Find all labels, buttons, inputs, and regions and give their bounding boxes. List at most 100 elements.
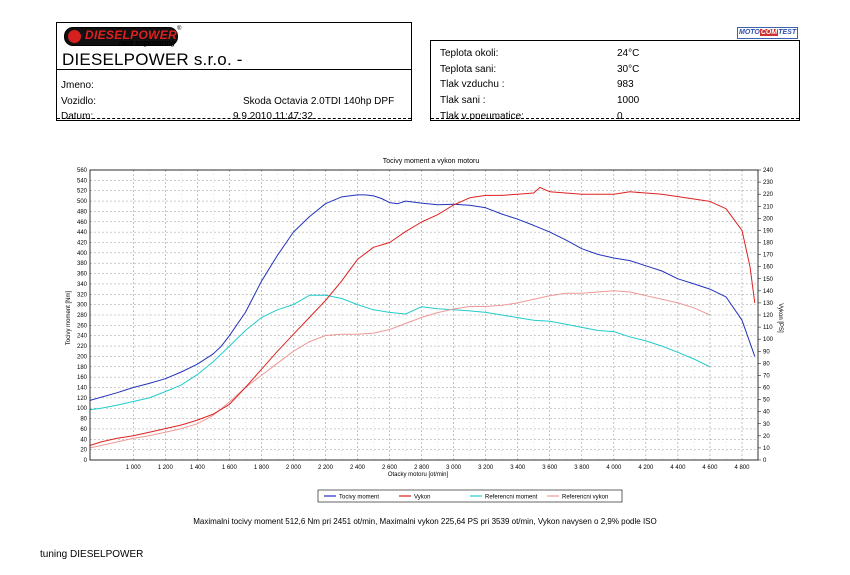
x-tick-label: 1 800 <box>254 465 270 471</box>
plot-frame <box>89 169 759 461</box>
x-tick-label: 4 200 <box>638 465 654 471</box>
left-y-tick-label: 80 <box>80 417 87 423</box>
x-tick-label: 3 000 <box>446 465 462 471</box>
right-y-tick-label: 210 <box>763 204 774 210</box>
chart-legend: Tocivy moment Vykon Referencni moment Refer… <box>317 489 623 503</box>
right-y-tick-label: 30 <box>763 422 770 428</box>
vehicle-value: Skoda Octavia 2.0TDI 140hp DPF <box>243 96 395 107</box>
legend-label: Referencni moment <box>485 495 538 501</box>
max-values-summary: Maximalni tocivy moment 512,6 Nm pri 245… <box>193 517 657 526</box>
left-y-tick-label: 520 <box>77 189 88 195</box>
logo-subtitle: race engineering <box>119 40 176 47</box>
left-y-tick-label: 60 <box>80 427 87 433</box>
right-y-tick-label: 110 <box>763 325 773 331</box>
chart-title: Tocivy moment a vykon motoru <box>383 158 480 165</box>
left-y-tick-label: 480 <box>77 209 88 215</box>
right-y-tick-label: 10 <box>763 446 770 452</box>
left-y-tick-label: 180 <box>77 365 88 371</box>
right-y-tick-label: 20 <box>763 434 770 440</box>
date-label: Datum: <box>61 111 94 122</box>
right-y-tick-label: 90 <box>763 349 770 355</box>
tire-pressure-value: 0 <box>617 111 623 122</box>
intake-pressure-label: Tlak sani : <box>440 95 486 106</box>
series-line-vykon <box>89 186 756 446</box>
right-axis-label: Vykon [PS] <box>777 303 783 333</box>
vehicle-label: Vozidlo: <box>61 96 97 107</box>
x-tick-label: 2 000 <box>286 465 302 471</box>
right-y-tick-label: 240 <box>763 168 774 174</box>
left-y-tick-label: 440 <box>77 230 88 236</box>
right-y-tick-label: 220 <box>763 192 774 198</box>
left-y-tick-label: 540 <box>77 178 88 184</box>
right-y-tick-label: 150 <box>763 277 774 283</box>
registered-mark: ® <box>177 26 182 32</box>
right-y-tick-label: 40 <box>763 410 770 416</box>
dieselpower-logo: DIESELPOWER <box>64 27 178 46</box>
chart-ticks: 1 000 1 200 1 400 1 600 1 800 2 000 2 200 2 400… <box>77 168 774 471</box>
intake-pressure-value: 1000 <box>617 95 640 106</box>
left-y-tick-label: 320 <box>77 292 88 298</box>
right-y-tick-label: 120 <box>763 313 774 319</box>
x-tick-label: 3 800 <box>574 465 590 471</box>
x-tick-label: 3 600 <box>542 465 558 471</box>
ambient-temp-label: Teplota okoli: <box>440 48 499 59</box>
x-tick-label: 1 600 <box>222 465 238 471</box>
chart-series <box>89 186 756 449</box>
legend-label: Vykon <box>414 495 430 501</box>
right-y-tick-label: 0 <box>763 458 767 464</box>
date-underline <box>57 118 411 119</box>
x-tick-label: 4 000 <box>606 465 622 471</box>
right-y-tick-label: 190 <box>763 228 774 234</box>
left-y-tick-label: 360 <box>77 272 88 278</box>
x-axis-label: Otacky motoru [ot/min] <box>388 472 449 478</box>
left-y-tick-label: 240 <box>77 334 88 340</box>
series-line-referencni-moment <box>89 294 711 411</box>
x-tick-label: 1 400 <box>190 465 206 471</box>
right-y-tick-label: 80 <box>763 361 770 367</box>
x-tick-label: 4 400 <box>670 465 686 471</box>
left-y-tick-label: 340 <box>77 282 88 288</box>
vehicle-info-panel: Jmeno: Vozidlo: Skoda Octavia 2.0TDI 140… <box>56 69 412 122</box>
series-line-tocivy-moment <box>89 194 756 401</box>
date-value: 9.9.2010 11:47:32 <box>233 111 313 122</box>
x-tick-label: 4 600 <box>702 465 718 471</box>
right-y-tick-label: 180 <box>763 241 774 247</box>
air-pressure-value: 983 <box>617 79 634 90</box>
chart-grid <box>90 169 758 461</box>
right-y-tick-label: 70 <box>763 373 770 379</box>
x-tick-label: 2 800 <box>414 465 430 471</box>
left-y-tick-label: 100 <box>77 406 88 412</box>
left-y-tick-label: 420 <box>77 241 88 247</box>
intake-temp-label: Teplota sani: <box>440 64 497 75</box>
tire-underline <box>431 118 799 119</box>
x-tick-label: 1 200 <box>158 465 174 471</box>
tire-pressure-label: Tlak v pneumatice: <box>440 111 524 122</box>
right-y-tick-label: 170 <box>763 253 774 259</box>
x-tick-label: 2 600 <box>382 465 398 471</box>
x-tick-label: 2 200 <box>318 465 334 471</box>
name-label: Jmeno: <box>61 80 94 91</box>
x-tick-label: 3 400 <box>510 465 526 471</box>
left-y-tick-label: 40 <box>80 437 87 443</box>
series-line-referencni-vykon <box>89 290 711 449</box>
left-y-tick-label: 280 <box>77 313 88 319</box>
left-y-tick-label: 160 <box>77 375 88 381</box>
air-pressure-label: Tlak vzduchu : <box>440 79 505 90</box>
dyno-chart: Tocivy moment a vykon motoru Otacky moto… <box>66 158 783 503</box>
x-tick-label: 2 400 <box>350 465 366 471</box>
left-y-tick-label: 500 <box>77 199 88 205</box>
right-y-tick-label: 230 <box>763 180 774 186</box>
left-y-tick-label: 260 <box>77 323 88 329</box>
left-y-tick-label: 400 <box>77 251 88 257</box>
left-y-tick-label: 220 <box>77 344 88 350</box>
legend-label: Referencni vykon <box>562 495 608 501</box>
right-y-tick-label: 160 <box>763 265 774 271</box>
right-y-tick-label: 140 <box>763 289 774 295</box>
right-y-tick-label: 50 <box>763 398 770 404</box>
x-tick-label: 3 200 <box>478 465 494 471</box>
intake-temp-value: 30°C <box>617 64 640 75</box>
left-y-tick-label: 300 <box>77 303 88 309</box>
left-y-tick-label: 380 <box>77 261 88 267</box>
right-y-tick-label: 60 <box>763 386 770 392</box>
right-y-tick-label: 100 <box>763 337 774 343</box>
